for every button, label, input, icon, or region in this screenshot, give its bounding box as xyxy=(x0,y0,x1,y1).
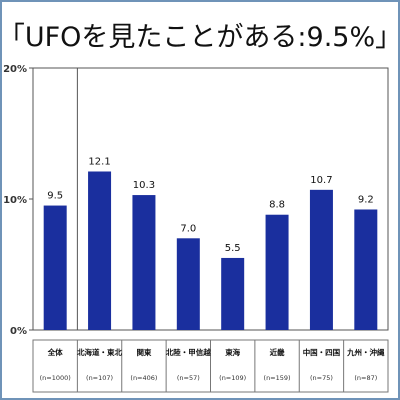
y-tick-label: 10% xyxy=(3,195,27,206)
value-label: 5.5 xyxy=(225,243,241,254)
bar xyxy=(309,189,333,330)
category-label: 近畿 xyxy=(270,347,285,357)
category-table: 全体 (n=1000) 北海道・東北 (n=107) 関東 (n=406) 北陸・甲信越 (n… xyxy=(32,339,389,393)
category-label: 中国・四国 xyxy=(303,347,341,357)
sample-size-label: (n=107) xyxy=(86,374,113,382)
plot-area xyxy=(32,67,389,331)
category-label: 九州・沖縄 xyxy=(346,347,385,357)
category-label: 北陸・甲信越 xyxy=(166,347,211,357)
value-label: 9.2 xyxy=(358,194,374,205)
value-labels: 9.5 12.1 10.3 7.0 5.5 8.8 10.7 9.2 xyxy=(47,156,374,253)
bar xyxy=(221,257,245,330)
category-label: 関東 xyxy=(136,347,151,357)
value-label: 12.1 xyxy=(88,156,110,167)
bar xyxy=(132,195,156,330)
sample-size-label: (n=159) xyxy=(264,374,291,382)
sample-size-label: (n=1000) xyxy=(40,374,71,382)
y-axis: 0% 10% 20% xyxy=(3,64,33,337)
value-label: 9.5 xyxy=(47,191,63,202)
category-label: 北海道・東北 xyxy=(77,347,122,357)
sample-size-label: (n=87) xyxy=(354,374,377,382)
y-tick-label: 0% xyxy=(10,326,27,337)
bar xyxy=(176,238,200,330)
bar xyxy=(265,214,289,330)
sample-size-label: (n=75) xyxy=(310,374,333,382)
value-label: 10.7 xyxy=(310,175,332,186)
value-label: 7.0 xyxy=(180,223,196,234)
sample-size-label: (n=109) xyxy=(219,374,246,382)
bar xyxy=(88,171,112,330)
sample-size-label: (n=57) xyxy=(177,374,200,382)
bar xyxy=(43,205,67,330)
value-label: 10.3 xyxy=(133,180,155,191)
sample-size-label: (n=406) xyxy=(130,374,157,382)
category-label: 東海 xyxy=(225,347,240,357)
category-label: 全体 xyxy=(47,347,63,357)
y-tick-label: 20% xyxy=(3,64,27,75)
bar xyxy=(354,209,378,330)
chart-title: 「UFOを見たことがある:9.5%」 xyxy=(0,22,400,53)
bars-group xyxy=(43,171,378,330)
value-label: 8.8 xyxy=(269,200,285,211)
